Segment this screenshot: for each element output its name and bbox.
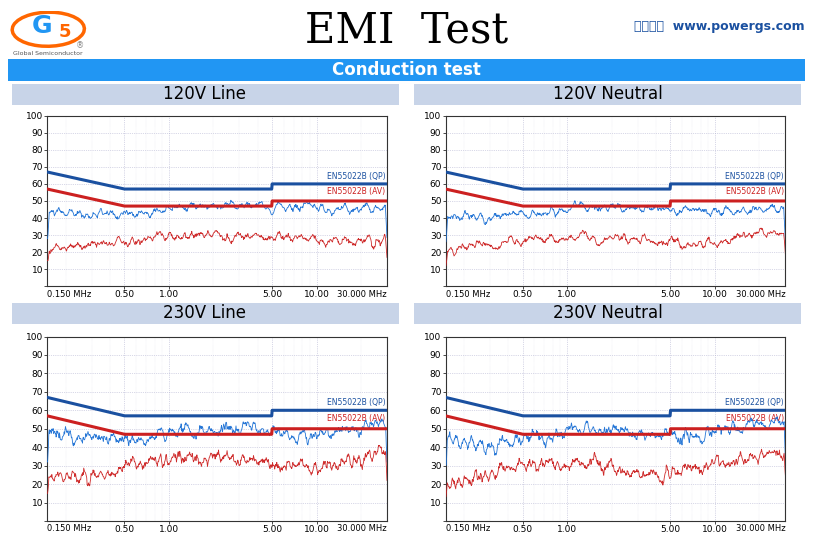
Text: 230V Neutral: 230V Neutral	[553, 304, 663, 322]
Text: 30.000 MHz: 30.000 MHz	[337, 290, 387, 299]
Text: 30.000 MHz: 30.000 MHz	[736, 290, 785, 299]
Text: Global Semiconductor: Global Semiconductor	[14, 51, 83, 56]
Text: 120V Line: 120V Line	[163, 85, 246, 103]
Text: 30.000 MHz: 30.000 MHz	[337, 524, 387, 533]
Text: 120V Neutral: 120V Neutral	[553, 85, 663, 103]
Text: 0.150 MHz: 0.150 MHz	[47, 290, 91, 299]
Text: 0.150 MHz: 0.150 MHz	[446, 290, 489, 299]
Text: EN55022B (AV): EN55022B (AV)	[725, 414, 784, 423]
Text: 港晌电子  www.powergs.com: 港晌电子 www.powergs.com	[634, 20, 805, 34]
Text: EN55022B (QP): EN55022B (QP)	[327, 172, 385, 181]
Bar	[415, 84, 801, 105]
Text: EN55022B (AV): EN55022B (AV)	[725, 187, 784, 196]
Text: 5: 5	[59, 23, 72, 41]
Text: ®: ®	[76, 41, 84, 50]
Text: G: G	[32, 15, 52, 39]
Text: EN55022B (AV): EN55022B (AV)	[327, 187, 385, 196]
Text: 0.150 MHz: 0.150 MHz	[47, 524, 91, 533]
Text: 230V Line: 230V Line	[163, 304, 246, 322]
Text: Conduction test: Conduction test	[332, 61, 481, 79]
Bar	[12, 84, 398, 105]
Text: 30.000 MHz: 30.000 MHz	[736, 524, 785, 533]
Text: EMI  Test: EMI Test	[305, 10, 508, 52]
Text: EN55022B (QP): EN55022B (QP)	[327, 397, 385, 406]
Text: EN55022B (QP): EN55022B (QP)	[725, 397, 784, 406]
Text: EN55022B (QP): EN55022B (QP)	[725, 172, 784, 181]
Bar	[12, 303, 398, 324]
Text: 0.150 MHz: 0.150 MHz	[446, 524, 489, 533]
Text: EN55022B (AV): EN55022B (AV)	[327, 414, 385, 423]
Bar	[415, 303, 801, 324]
